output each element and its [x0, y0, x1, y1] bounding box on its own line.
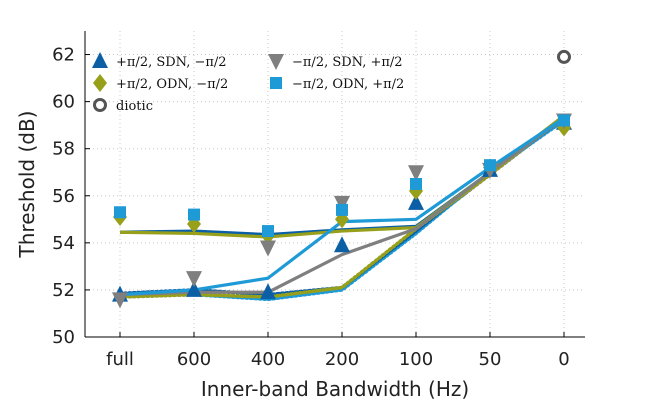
y-tick-label-1: 52 [52, 280, 75, 301]
x-tick-label-3: 200 [325, 349, 359, 370]
marker-s2-4 [408, 165, 424, 182]
legend-label-0: +π/2, SDN, −π/2 [116, 55, 227, 70]
marker-s2-2 [260, 240, 276, 257]
tick-labels: 50 52 54 56 58 60 62 full 600 400 200 100 50 0 [52, 45, 570, 370]
legend-marker-3 [270, 77, 282, 89]
legend: +π/2, SDN, −π/2 +π/2, ODN, −π/2 −π/2, SD… [92, 52, 404, 114]
y-axis-title: Threshold (dB) [15, 111, 39, 259]
legend-marker-1 [93, 74, 107, 92]
y-tick-label-0: 50 [52, 327, 75, 348]
legend-label-3: −π/2, ODN, +π/2 [292, 77, 404, 92]
x-tick-label-1: 600 [177, 349, 211, 370]
marker-s3-3 [336, 203, 348, 216]
x-tick-label-6: 0 [558, 349, 569, 370]
axes [84, 31, 585, 338]
y-tick-label-2: 54 [52, 233, 75, 254]
marker-s2-0 [112, 292, 128, 309]
y-tick-label-4: 58 [52, 139, 75, 160]
x-tick-label-4: 100 [399, 349, 433, 370]
marker-s0-4 [408, 193, 424, 210]
marker-s3-0 [114, 206, 126, 219]
marker-diotic [557, 49, 571, 64]
marker-s3-2 [262, 225, 274, 238]
legend-label-1: +π/2, ODN, −π/2 [116, 77, 228, 92]
marker-s0-1 [186, 280, 202, 297]
y-tick-label-3: 56 [52, 186, 75, 207]
legend-marker-4 [93, 98, 107, 112]
x-tick-label-5: 50 [479, 349, 502, 370]
marker-s2-1 [186, 271, 202, 288]
series-markers [112, 49, 572, 309]
legend-marker-0 [92, 52, 108, 68]
x-tick-label-0: full [106, 349, 134, 370]
legend-label-2: −π/2, SDN, +π/2 [292, 55, 403, 70]
marker-s2-3 [334, 195, 350, 212]
x-tick-label-2: 400 [251, 349, 285, 370]
legend-label-diotic: diotic [116, 99, 153, 114]
marker-s3-6 [558, 114, 570, 127]
legend-marker-2 [268, 54, 284, 70]
x-axis-title: Inner-band Bandwidth (Hz) [201, 377, 469, 401]
grid [85, 31, 585, 338]
marker-s3-1 [188, 208, 200, 221]
marker-s3-5 [484, 159, 496, 172]
y-tick-label-5: 60 [52, 92, 75, 113]
marker-s0-2 [260, 283, 276, 300]
marker-s0-3 [334, 236, 350, 253]
y-tick-label-6: 62 [52, 45, 75, 66]
marker-s3-4 [410, 178, 422, 190]
